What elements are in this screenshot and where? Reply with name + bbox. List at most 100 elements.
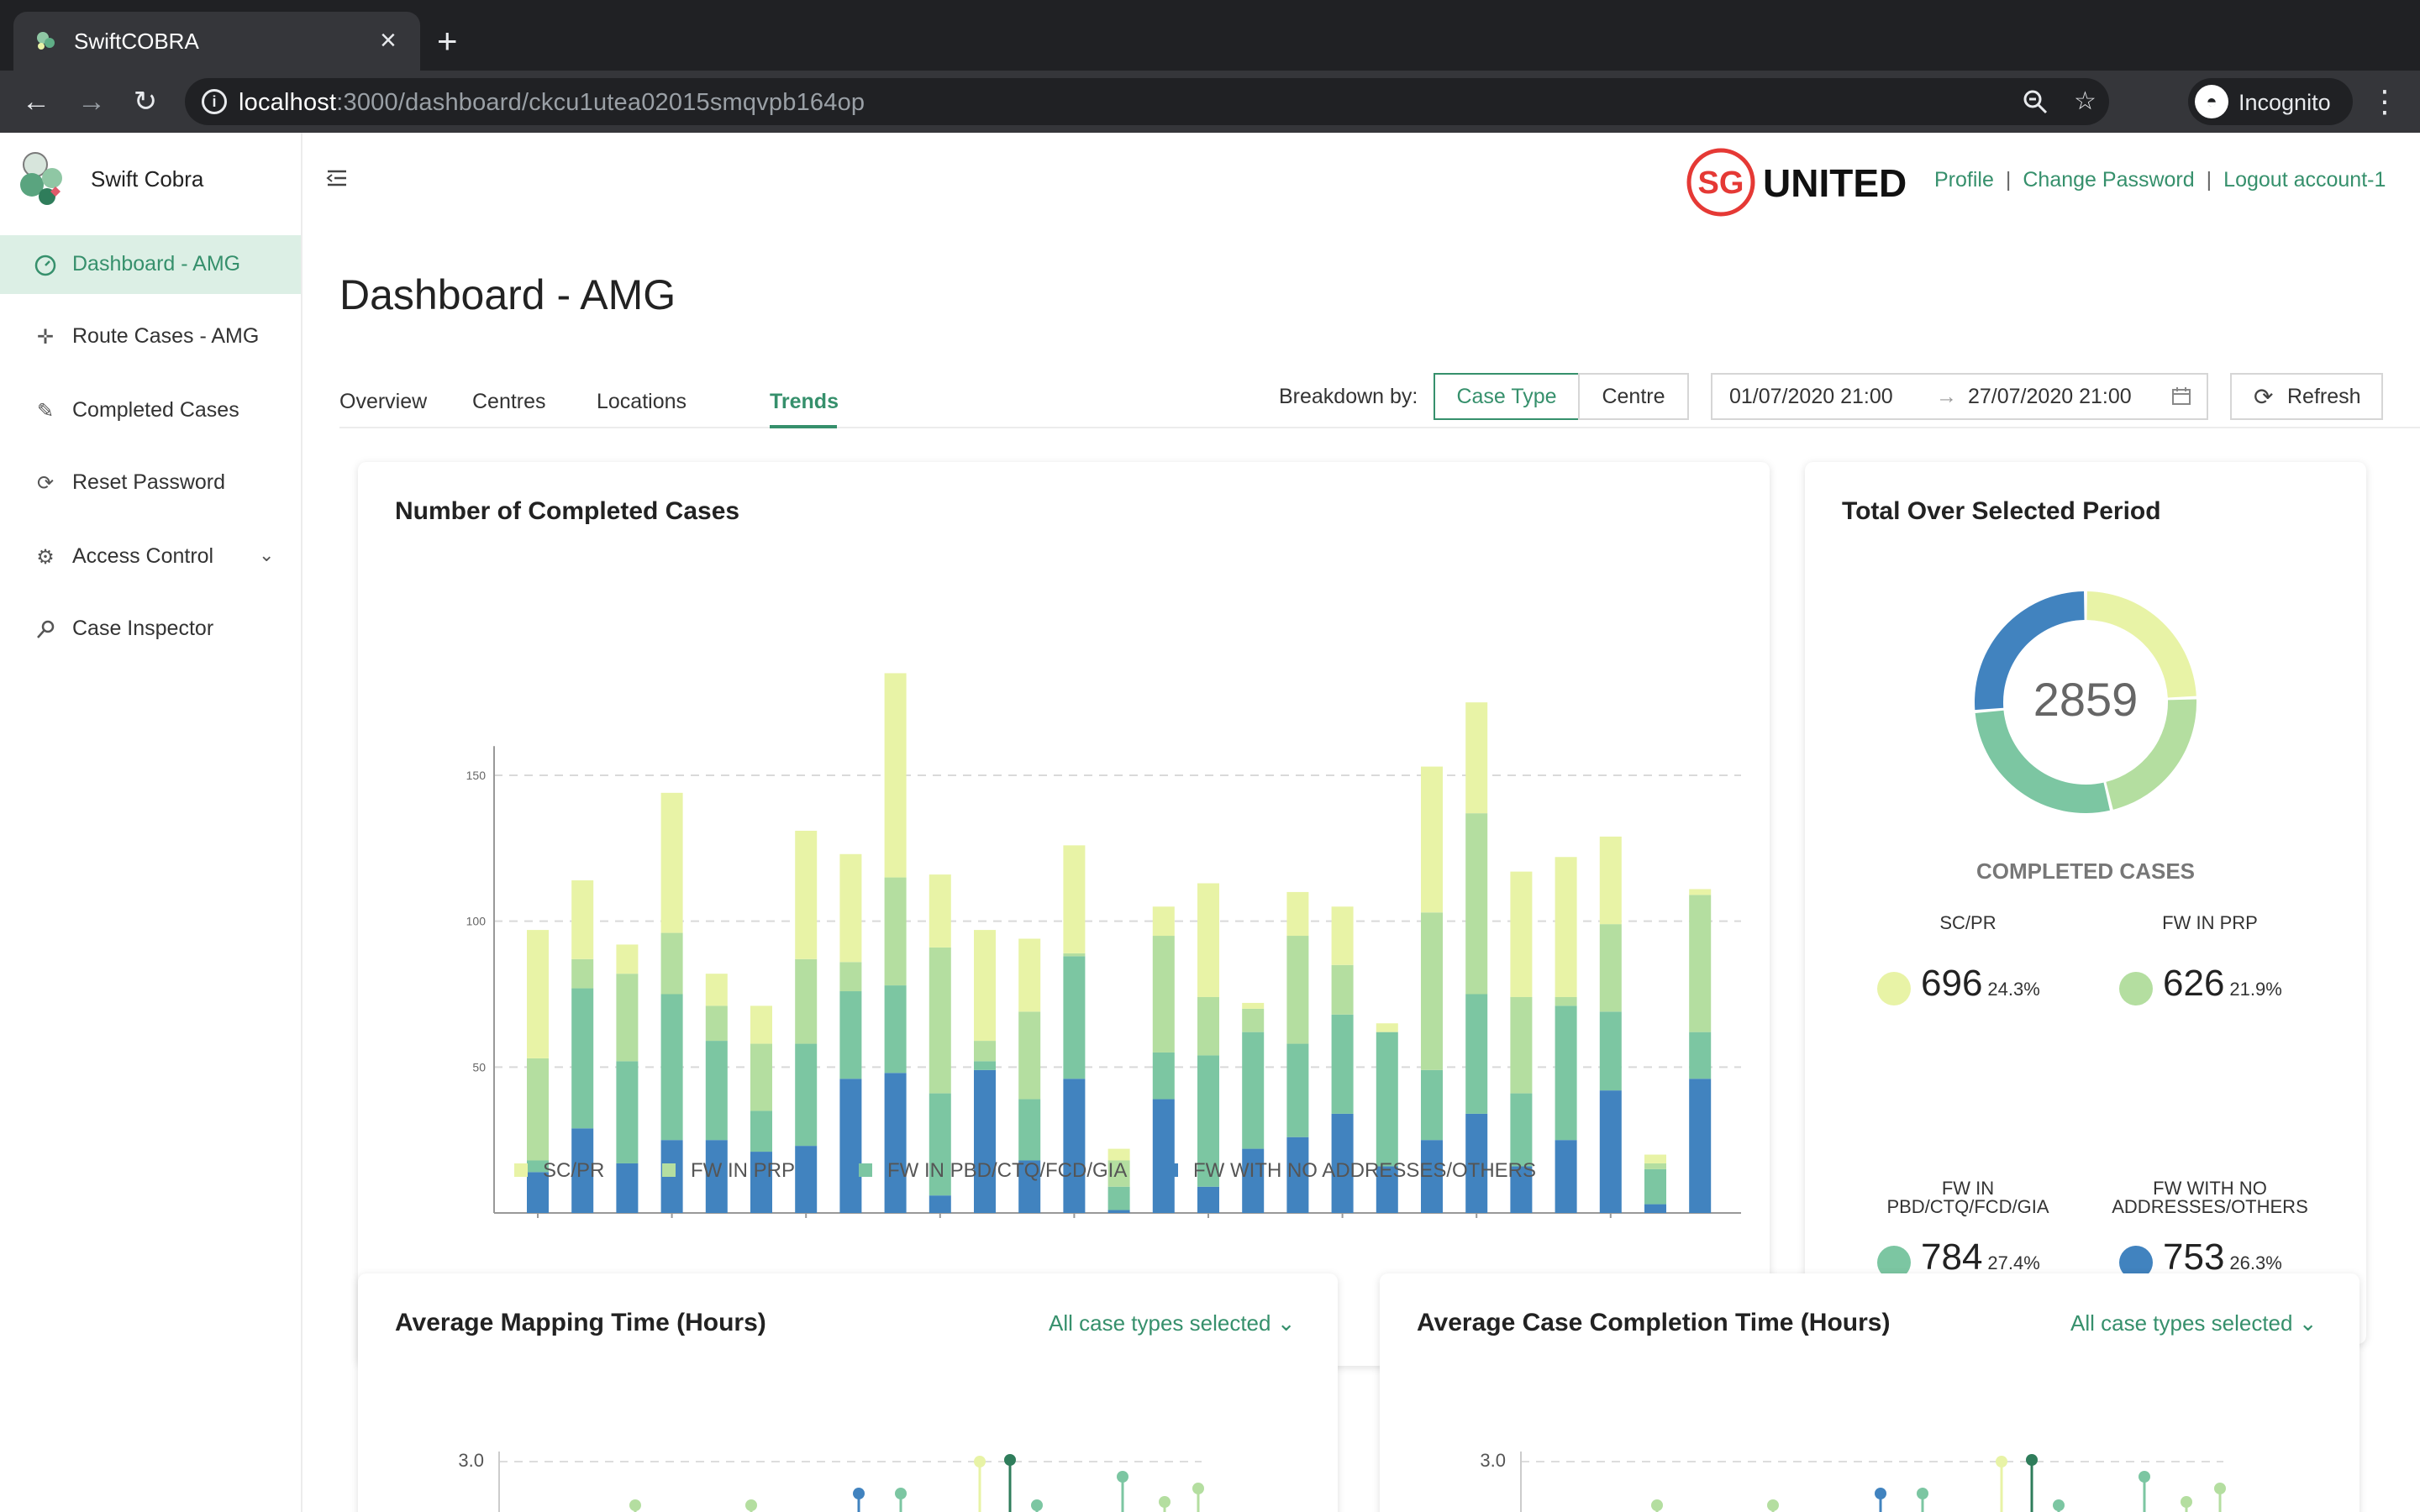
- total-period-title: Total Over Selected Period: [1842, 497, 2161, 525]
- kpi-value: 696: [1921, 963, 1983, 1004]
- line-point: [1117, 1471, 1128, 1483]
- bar-segment: [571, 880, 594, 959]
- profile-link[interactable]: Profile: [1934, 168, 1994, 192]
- calendar-icon[interactable]: [2171, 386, 2191, 407]
- url-path: :3000/dashboard/ckcu1utea02015smqvpb164o…: [336, 89, 865, 116]
- line-point: [1767, 1499, 1779, 1511]
- date-range-picker[interactable]: 01/07/2020 21:00 → 27/07/2020 21:00: [1711, 373, 2208, 420]
- bar-segment: [929, 947, 951, 1094]
- avg-mapping-time-title: Average Mapping Time (Hours): [395, 1309, 766, 1336]
- sidebar-item-route-cases[interactable]: ✛ Route Cases - AMG: [0, 307, 301, 366]
- completion-case-type-filter[interactable]: All case types selected ⌄: [2070, 1310, 2317, 1336]
- url-text: localhost:3000/dashboard/ckcu1utea02015s…: [239, 89, 865, 117]
- bar-segment: [1331, 1014, 1354, 1114]
- bar-segment: [705, 1140, 728, 1213]
- kpi-label-fw-in-pbd: FW IN PBD/CTQ/FCD/GIA: [1886, 1178, 2049, 1217]
- bar-segment: [1018, 1011, 1041, 1100]
- main-content: SG UNITED Profile | Change Password | Logout…: [302, 133, 2420, 1512]
- bar-segment: [705, 1005, 728, 1042]
- sidebar-item-reset-password[interactable]: ⟳ Reset Password: [0, 454, 301, 512]
- line-point: [1031, 1499, 1043, 1511]
- refresh-button[interactable]: ⟳ Refresh: [2230, 373, 2383, 420]
- bar-segment: [1555, 1005, 1577, 1141]
- bar-segment: [1152, 936, 1175, 1053]
- bookmark-star-icon[interactable]: ☆: [2074, 87, 2096, 115]
- url-host: localhost: [239, 89, 337, 116]
- y-tick-label: 50: [472, 1060, 486, 1074]
- line-point: [745, 1499, 757, 1511]
- close-tab-icon[interactable]: ×: [380, 24, 397, 56]
- incognito-indicator[interactable]: ◓ Incognito: [2188, 78, 2353, 125]
- bar-segment: [1465, 994, 1488, 1114]
- date-to[interactable]: 27/07/2020 21:00: [1968, 385, 2132, 408]
- sidebar-item-access-control[interactable]: ⚙ Access Control ⌄: [0, 528, 301, 586]
- filter-label: All case types selected: [1049, 1310, 1271, 1336]
- address-bar[interactable]: i localhost:3000/dashboard/ckcu1utea0201…: [185, 78, 2109, 125]
- donut-slice: [1975, 591, 2085, 711]
- bar-segment: [1152, 1099, 1175, 1213]
- bar-segment: [884, 985, 907, 1074]
- bar-segment: [974, 1061, 996, 1070]
- browser-toolbar: ← → ↻ i localhost:3000/dashboard/ckcu1ut…: [0, 71, 2420, 133]
- tab-trends[interactable]: Trends: [770, 390, 839, 413]
- sidebar-item-label: Case Inspector: [72, 617, 214, 640]
- bar-segment: [1510, 996, 1533, 1094]
- bar-segment: [1331, 964, 1354, 1015]
- sidebar-item-case-inspector[interactable]: Case Inspector: [0, 600, 301, 659]
- bar-segment: [1689, 889, 1712, 895]
- browser-tab-title: SwiftCOBRA: [74, 29, 199, 54]
- bar-segment: [1376, 1032, 1398, 1167]
- avg-mapping-time-line-chart: 3.0: [458, 1450, 1204, 1512]
- kpi-percent: 26.3%: [2229, 1252, 2282, 1273]
- bar-segment: [616, 944, 639, 974]
- total-donut-chart: [1975, 591, 2196, 813]
- bar-segment: [660, 932, 683, 995]
- sidebar-item-label: Route Cases - AMG: [72, 324, 260, 348]
- line-point: [1917, 1488, 1928, 1499]
- menu-collapse-icon[interactable]: [326, 168, 348, 188]
- refresh-icon: ⟳: [36, 472, 55, 495]
- site-info-icon[interactable]: i: [202, 89, 227, 114]
- breakdown-centre-button[interactable]: Centre: [1578, 373, 1689, 420]
- tab-centres[interactable]: Centres: [472, 390, 546, 413]
- bar-segment: [1242, 1008, 1265, 1032]
- back-icon[interactable]: ←: [22, 86, 50, 118]
- reload-icon[interactable]: ↻: [133, 86, 158, 118]
- mapping-case-type-filter[interactable]: All case types selected ⌄: [1049, 1310, 1296, 1336]
- logout-link[interactable]: Logout account-1: [2223, 168, 2386, 192]
- browser-tab-strip: SwiftCOBRA × +: [0, 0, 2420, 71]
- y-tick-label: 3.0: [1480, 1450, 1506, 1471]
- new-tab-icon[interactable]: +: [437, 21, 458, 60]
- sidebar: Swift Cobra Dashboard - AMG ✛ Route Case…: [0, 133, 302, 1512]
- zoom-icon[interactable]: [2022, 88, 2049, 115]
- sidebar-item-label: Dashboard - AMG: [72, 252, 241, 276]
- bar-segment: [1421, 766, 1443, 913]
- browser-tab[interactable]: SwiftCOBRA ×: [13, 12, 420, 71]
- bar-segment: [1376, 1023, 1398, 1032]
- change-password-link[interactable]: Change Password: [2023, 168, 2195, 192]
- line-point: [1192, 1483, 1204, 1494]
- line-point: [2181, 1496, 2192, 1508]
- logo-united-text: UNITED: [1763, 161, 1907, 205]
- completed-cases-title: Number of Completed Cases: [395, 497, 740, 525]
- date-from[interactable]: 01/07/2020 21:00: [1729, 385, 1893, 408]
- breakdown-case-type-button[interactable]: Case Type: [1434, 373, 1580, 420]
- forward-icon[interactable]: →: [77, 86, 106, 118]
- bar-segment: [1644, 1154, 1666, 1163]
- bar-segment: [616, 1061, 639, 1163]
- bar-segment: [1376, 1166, 1398, 1213]
- line-point: [2026, 1454, 2038, 1466]
- sidebar-item-dashboard[interactable]: Dashboard - AMG: [0, 235, 301, 294]
- bar-segment: [795, 1146, 818, 1213]
- bar-segment: [1599, 1090, 1622, 1213]
- y-tick-label: 150: [466, 769, 487, 782]
- bar-segment: [1331, 906, 1354, 965]
- browser-menu-icon[interactable]: ⋮: [2370, 84, 2400, 118]
- tab-overview[interactable]: Overview: [339, 390, 428, 413]
- tab-locations[interactable]: Locations: [597, 390, 687, 413]
- bar-segment: [750, 1152, 772, 1213]
- bar-segment: [1421, 1140, 1443, 1213]
- sidebar-item-completed-cases[interactable]: ✎ Completed Cases: [0, 381, 301, 440]
- logo-sg-text: SG: [1698, 165, 1744, 201]
- bar-segment: [1152, 1052, 1175, 1100]
